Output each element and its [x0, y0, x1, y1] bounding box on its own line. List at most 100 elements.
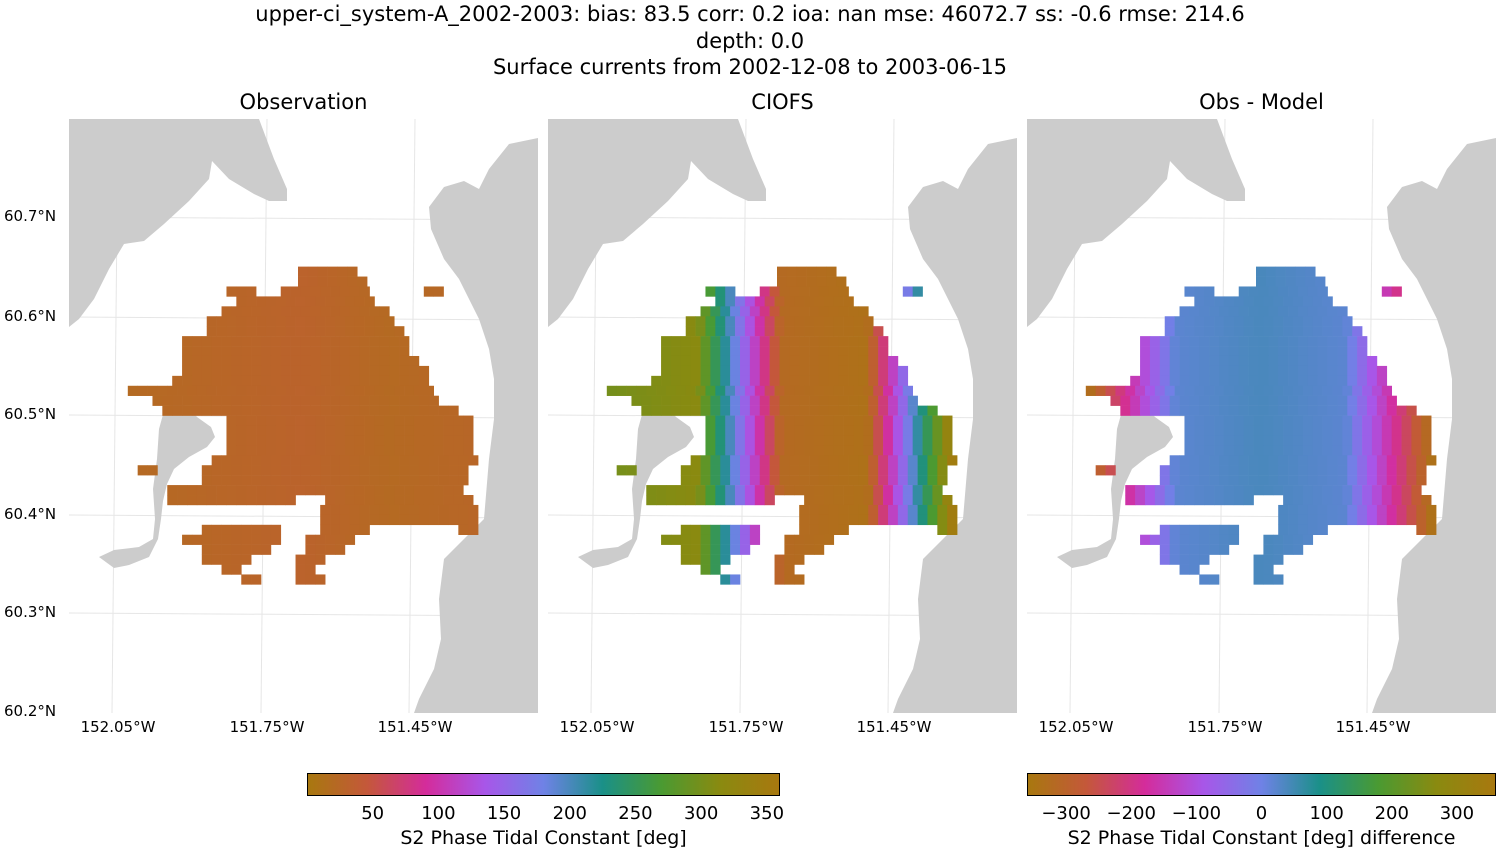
data-cell — [1214, 495, 1225, 506]
data-cell — [1381, 435, 1392, 446]
data-cell — [1307, 375, 1318, 387]
data-cell — [1268, 395, 1279, 406]
data-cell — [438, 504, 449, 516]
data-cell — [399, 336, 410, 347]
data-cell — [236, 445, 247, 456]
data-cell — [1159, 544, 1170, 555]
data-cell — [774, 415, 785, 426]
data-cell — [404, 385, 415, 396]
data-cell — [902, 445, 913, 456]
data-cell — [1189, 544, 1200, 555]
data-cell — [1209, 375, 1220, 387]
data-cell — [1199, 365, 1210, 377]
data-cell — [1293, 544, 1304, 555]
data-cell — [241, 475, 252, 486]
data-cell — [369, 395, 380, 406]
data-cell — [1199, 475, 1210, 486]
data-cell — [892, 425, 904, 436]
data-cell — [1416, 455, 1427, 466]
data-cell — [201, 405, 212, 416]
data-cell — [848, 475, 859, 486]
data-cell — [275, 435, 286, 446]
data-cell — [364, 385, 375, 396]
data-cell — [789, 475, 800, 486]
data-cell — [1288, 375, 1299, 387]
data-cell — [265, 445, 277, 456]
data-cell — [922, 435, 933, 446]
data-cell — [280, 286, 291, 297]
data-cell — [700, 306, 711, 317]
data-cell — [873, 385, 884, 396]
data-cell — [1357, 455, 1368, 466]
data-cell — [828, 465, 839, 476]
data-cell — [749, 475, 761, 486]
data-cell — [1332, 316, 1343, 327]
data-cell — [285, 316, 296, 327]
data-cell — [315, 574, 326, 585]
data-cell — [211, 336, 222, 347]
data-cell — [330, 405, 341, 416]
data-cell — [1149, 336, 1161, 347]
data-cell — [897, 395, 909, 406]
data-cell — [680, 355, 691, 367]
data-cell — [804, 415, 815, 426]
data-cell — [1199, 375, 1210, 387]
data-cell — [744, 316, 756, 327]
data-cell — [285, 385, 296, 396]
data-cell — [1347, 405, 1358, 416]
data-cell — [1337, 306, 1348, 317]
data-cell — [231, 375, 242, 387]
data-cell — [1199, 455, 1210, 466]
data-cell — [823, 534, 835, 545]
data-cell — [1179, 405, 1190, 416]
data-cell — [730, 455, 741, 466]
data-cell — [1376, 375, 1388, 387]
data-cell — [710, 534, 721, 545]
data-cell — [1164, 385, 1175, 396]
data-cell — [369, 465, 380, 476]
data-cell — [744, 445, 756, 456]
data-cell — [349, 524, 360, 535]
data-cell — [816, 276, 827, 287]
data-cell — [1248, 306, 1259, 317]
data-cell — [1327, 306, 1338, 317]
data-cell — [423, 435, 434, 446]
data-cell — [769, 395, 780, 406]
data-cell — [315, 326, 326, 337]
data-cell — [1342, 445, 1353, 456]
data-cell — [300, 375, 311, 387]
data-cell — [1135, 495, 1146, 506]
data-cell — [1169, 554, 1180, 565]
data-cell — [305, 564, 316, 575]
data-cell — [1164, 326, 1175, 337]
data-cell — [1293, 445, 1304, 456]
data-cell — [843, 495, 854, 506]
data-cell — [735, 415, 746, 426]
data-cell — [749, 355, 761, 367]
data-cell — [211, 554, 222, 565]
data-cell — [823, 385, 835, 396]
data-cell — [325, 534, 336, 545]
data-cell — [280, 405, 291, 416]
data-cell — [715, 385, 726, 396]
data-cell — [423, 385, 434, 396]
land — [99, 404, 215, 568]
colorbar-difference — [1027, 773, 1496, 796]
data-cell — [320, 395, 331, 406]
data-cell — [182, 395, 193, 406]
data-cell — [394, 385, 405, 396]
data-cell — [409, 365, 420, 377]
data-cell — [1209, 534, 1220, 545]
data-cell — [740, 524, 751, 535]
data-cell — [236, 316, 247, 327]
data-cell — [690, 544, 701, 555]
data-cell — [458, 475, 469, 486]
data-cell — [1199, 465, 1210, 476]
data-cell — [730, 346, 741, 357]
data-cell — [1283, 435, 1294, 446]
data-cell — [226, 286, 237, 297]
data-cell — [236, 425, 247, 436]
data-cell — [1302, 415, 1314, 426]
data-cell — [1253, 296, 1264, 307]
data-cell — [310, 365, 321, 377]
